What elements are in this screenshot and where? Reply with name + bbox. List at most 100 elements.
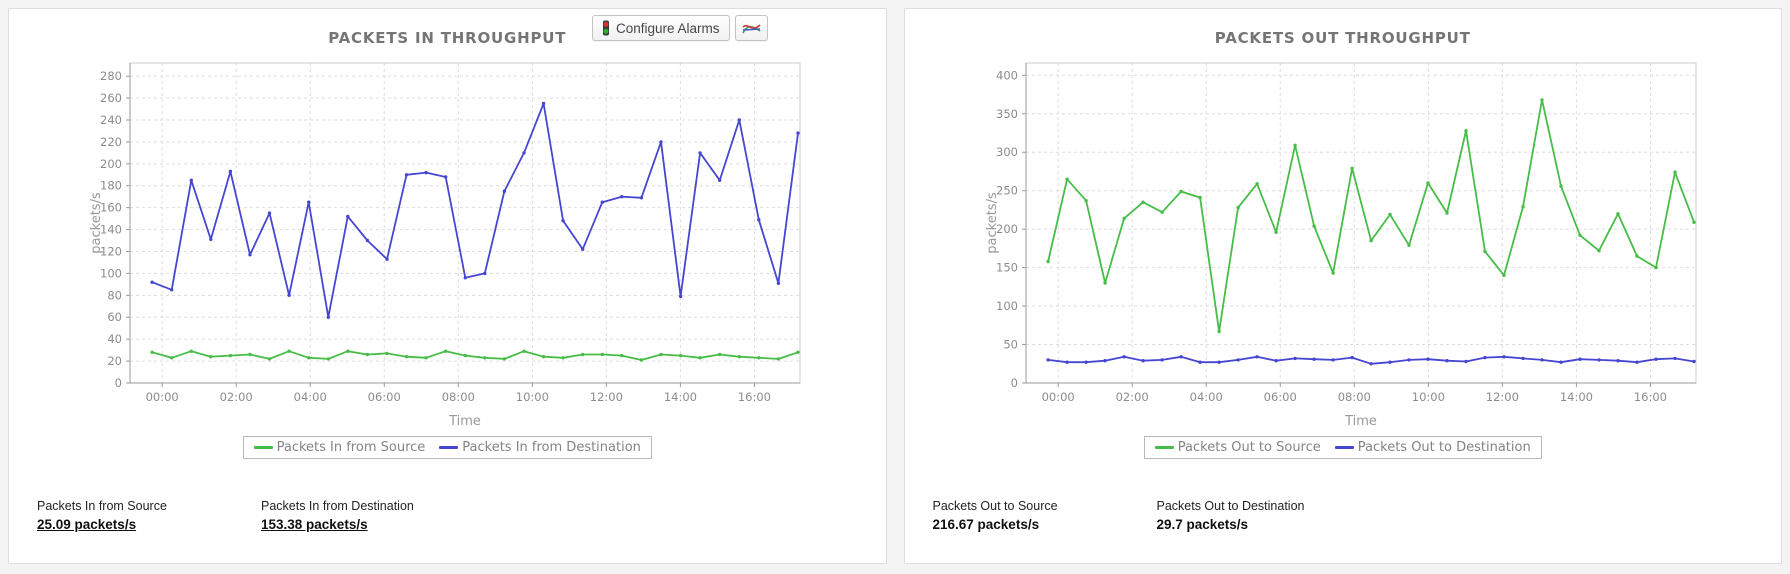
svg-text:0: 0 [115,376,122,390]
chart-series-0 [150,349,800,362]
packets-in-legend: Packets In from Source Packets In from D… [9,436,886,459]
series-swatch [253,446,273,449]
series-swatch [1154,446,1174,449]
legend-item-packets-in-destination[interactable]: Packets In from Destination [439,440,641,455]
svg-text:280: 280 [100,69,122,83]
stat-packets-out-destination: Packets Out to Destination 29.7 packets/… [1157,499,1381,532]
axis-labels: 0 50 100 150 200 250 300 350 400 00:00 02:00 04:00 0… [985,68,1667,429]
svg-text:14:00: 14:00 [1560,390,1593,404]
traffic-light-icon [602,20,610,36]
svg-text:400: 400 [996,68,1018,82]
svg-text:60: 60 [108,310,123,324]
series-swatch [1334,446,1354,449]
svg-text:00:00: 00:00 [1041,390,1074,404]
legend-box: Packets Out to Source Packets Out to Des… [1143,436,1542,459]
svg-text:08:00: 08:00 [442,390,475,404]
stat-label: Packets In from Source [37,499,167,513]
svg-text:250: 250 [996,184,1018,198]
svg-text:100: 100 [100,266,122,280]
stat-packets-in-destination: Packets In from Destination 153.38 packe… [261,499,485,532]
svg-text:12:00: 12:00 [1486,390,1519,404]
packets-in-stats: Packets In from Source 25.09 packets/s P… [9,499,886,532]
stat-value: 216.67 packets/s [932,517,1040,532]
packets-in-header: PACKETS IN THROUGHPUT Configure Alarms [9,9,886,49]
page-title: PACKETS OUT THROUGHPUT [1214,29,1471,47]
svg-text:16:00: 16:00 [738,390,771,404]
svg-text:02:00: 02:00 [220,390,253,404]
svg-text:50: 50 [1003,338,1018,352]
svg-text:06:00: 06:00 [368,390,401,404]
stat-label: Packets In from Destination [261,499,414,513]
svg-text:Time: Time [448,414,481,429]
stat-label: Packets Out to Destination [1156,499,1305,513]
packets-out-header: PACKETS OUT THROUGHPUT [905,9,1782,49]
chart-type-button[interactable] [734,15,768,41]
stat-value-link[interactable]: 153.38 packets/s [261,517,368,532]
svg-text:180: 180 [100,179,122,193]
svg-text:120: 120 [100,244,122,258]
packets-out-legend: Packets Out to Source Packets Out to Des… [905,436,1782,459]
svg-text:200: 200 [100,157,122,171]
svg-text:0: 0 [1010,376,1017,390]
svg-text:160: 160 [100,201,122,215]
svg-text:220: 220 [100,135,122,149]
svg-text:02:00: 02:00 [1115,390,1148,404]
svg-text:20: 20 [108,354,123,368]
svg-text:14:00: 14:00 [664,390,697,404]
svg-text:packets/s: packets/s [89,192,104,254]
svg-text:300: 300 [996,145,1018,159]
svg-text:16:00: 16:00 [1634,390,1667,404]
svg-text:350: 350 [996,107,1018,121]
svg-text:packets/s: packets/s [985,192,1000,254]
legend-item-packets-out-destination[interactable]: Packets Out to Destination [1334,440,1531,455]
svg-text:08:00: 08:00 [1337,390,1370,404]
configure-alarms-button[interactable]: Configure Alarms [591,15,730,41]
chart-series-0 [1046,98,1696,334]
svg-text:06:00: 06:00 [1263,390,1296,404]
svg-text:04:00: 04:00 [294,390,327,404]
chart-series-1 [1046,355,1696,366]
svg-text:04:00: 04:00 [1189,390,1222,404]
svg-text:140: 140 [100,223,122,237]
gridlines [130,63,801,383]
axis-labels: 0 20 40 60 80 100 120 140 160 180 200 220 240 260 280 0… [89,69,771,429]
packets-out-chart: 0 50 100 150 200 250 300 350 400 00:00 02:00 04:00 0… [985,62,1697,429]
packets-in-chart: 0 20 40 60 80 100 120 140 160 180 200 220 240 260 280 0… [89,62,801,429]
svg-text:100: 100 [996,299,1018,313]
svg-text:80: 80 [108,288,123,302]
page-title: PACKETS IN THROUGHPUT [328,29,567,47]
axes [129,62,801,384]
svg-text:150: 150 [996,261,1018,275]
stat-value: 29.7 packets/s [1156,517,1249,532]
svg-text:240: 240 [100,113,122,127]
stat-value-link[interactable]: 25.09 packets/s [37,517,137,532]
legend-label: Packets In from Source [276,440,426,455]
packets-in-panel: PACKETS IN THROUGHPUT Configure Alarms [8,8,887,564]
toolbar: Configure Alarms [591,15,768,41]
stat-packets-out-source: Packets Out to Source 216.67 packets/s [933,499,1157,532]
chart-series-1 [150,101,800,319]
configure-alarms-label: Configure Alarms [615,20,720,36]
svg-text:260: 260 [100,91,122,105]
packets-out-panel: PACKETS OUT THROUGHPUT 0 50 100 150 200 250 30… [903,8,1782,564]
svg-text:10:00: 10:00 [1412,390,1445,404]
legend-label: Packets In from Destination [462,440,641,455]
series-swatch [439,446,459,449]
legend-label: Packets Out to Destination [1357,440,1531,455]
svg-text:200: 200 [996,222,1018,236]
stat-label: Packets Out to Source [932,499,1058,513]
svg-text:12:00: 12:00 [590,390,623,404]
gridlines [1025,63,1696,383]
packets-out-stats: Packets Out to Source 216.67 packets/s P… [905,499,1782,532]
svg-text:40: 40 [108,332,123,346]
stat-packets-in-source: Packets In from Source 25.09 packets/s [37,499,261,532]
line-chart-icon [741,21,761,36]
svg-text:Time: Time [1344,414,1377,429]
legend-box: Packets In from Source Packets In from D… [242,436,652,459]
legend-item-packets-out-source[interactable]: Packets Out to Source [1154,440,1321,455]
legend-item-packets-in-source[interactable]: Packets In from Source [253,440,426,455]
svg-text:10:00: 10:00 [516,390,549,404]
axes [1025,62,1697,384]
legend-label: Packets Out to Source [1177,440,1321,455]
